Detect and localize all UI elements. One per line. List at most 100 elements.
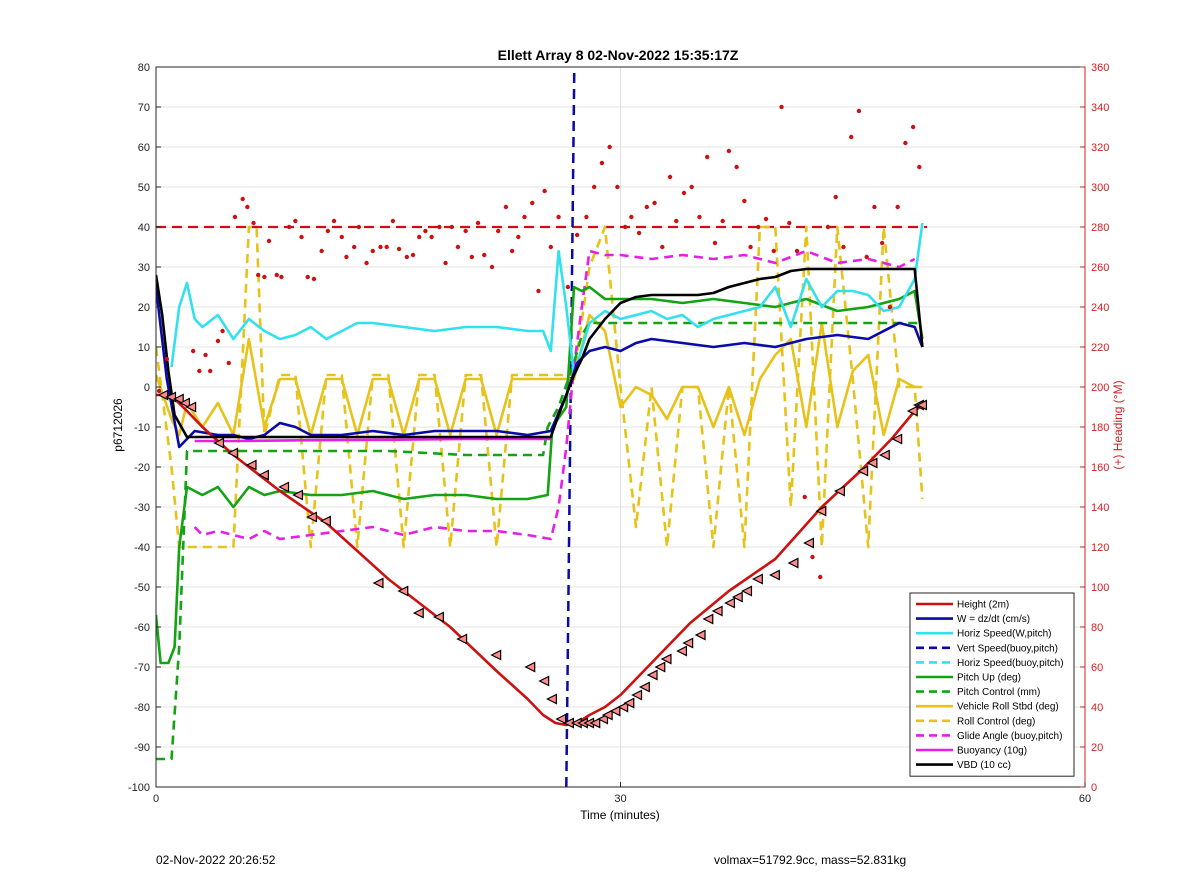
triangle-marker: [617, 701, 629, 713]
y-tick-label: 50: [138, 182, 150, 194]
heading-point: [429, 234, 434, 240]
heading-point: [370, 248, 375, 254]
heading-point: [190, 348, 196, 354]
y2-tick-label: 200: [1091, 382, 1109, 394]
y-tick-label: 60: [138, 142, 150, 154]
y-tick-label: -70: [134, 662, 150, 674]
heading-point: [522, 214, 527, 220]
heading-point: [599, 160, 605, 166]
heading-point: [574, 232, 580, 238]
heading-point: [856, 108, 862, 114]
heading-point: [548, 244, 554, 250]
triangle-marker: [857, 465, 869, 477]
heading-point: [629, 214, 634, 220]
triangle-marker: [741, 585, 753, 597]
triangle-marker: [682, 637, 694, 649]
heading-point: [794, 248, 800, 254]
footer-timestamp: 02-Nov-2022 20:26:52: [156, 853, 276, 867]
triangle-marker: [319, 515, 331, 527]
heading-point: [879, 240, 885, 246]
legend-entry-label: Horiz Speed(W,pitch): [957, 629, 1051, 640]
legend-entry-label: VBD (10 cc): [957, 760, 1011, 771]
series-line-w-dz-dt-cm-s: [156, 286, 924, 449]
y-tick-label: -40: [134, 542, 150, 554]
y-tick-label: -100: [128, 782, 150, 794]
triangle-marker: [597, 713, 609, 725]
y-axis-label: p6712026: [111, 398, 125, 452]
heading-point: [771, 248, 776, 254]
triangle-marker: [538, 675, 550, 687]
heading-point: [622, 224, 628, 230]
footer-volmax-mass: volmax=51792.9cc, mass=52.831kg: [714, 853, 907, 867]
heading-point: [712, 240, 718, 246]
heading-point: [364, 260, 369, 266]
y2-tick-label: 280: [1091, 222, 1109, 234]
heading-point: [351, 244, 357, 250]
heading-point: [705, 154, 710, 160]
heading-point: [887, 304, 893, 310]
heading-point: [495, 228, 501, 234]
heading-point: [463, 228, 468, 234]
y2-tick-label: 20: [1091, 742, 1103, 754]
y2-tick-label: 80: [1091, 622, 1103, 634]
y2-tick-label: 40: [1091, 702, 1103, 714]
triangle-marker: [631, 689, 643, 701]
heading-point: [164, 356, 170, 362]
series-line-vbd-10-cc: [156, 267, 924, 439]
y-tick-label: -60: [134, 622, 150, 634]
x-tick-label: 30: [614, 793, 626, 805]
y-tick-label: 30: [138, 262, 150, 274]
triangle-marker: [711, 605, 723, 617]
heading-point: [748, 244, 753, 250]
y-tick-label: 20: [138, 302, 150, 314]
y2-tick-label: 140: [1091, 502, 1109, 514]
y2-tick-label: 260: [1091, 262, 1109, 274]
triangle-marker: [306, 511, 317, 523]
heading-point: [255, 272, 261, 278]
series-line-glide-angle-buoy-pitch: [193, 249, 916, 541]
heading-point: [818, 574, 823, 580]
triangle-marker: [906, 405, 918, 417]
triangle-marker: [803, 537, 814, 549]
triangle-marker: [412, 607, 424, 619]
axes: -100-90-80-70-60-50-40-30-20-10010203040…: [128, 62, 1109, 805]
triangle-marker: [768, 569, 780, 581]
triangle-marker: [815, 505, 827, 517]
legend-entry-label: W = dz/dt (cm/s): [957, 614, 1030, 625]
heading-point: [849, 134, 854, 140]
triangle-marker: [397, 585, 409, 597]
heading-point: [810, 554, 815, 560]
triangle-marker: [555, 713, 567, 725]
heading-point: [378, 244, 383, 250]
heading-point: [660, 244, 665, 250]
heading-point: [344, 254, 349, 260]
heading-point: [469, 254, 475, 260]
heading-point: [787, 220, 792, 226]
heading-point: [319, 248, 324, 254]
legend-entry-label: Vert Speed(buoy,pitch): [957, 643, 1058, 654]
triangle-marker: [609, 705, 621, 717]
heading-point: [763, 216, 769, 222]
series-line-horiz-speed-w-pitch: [170, 222, 924, 377]
y2-tick-label: 320: [1091, 142, 1109, 154]
triangle-marker: [589, 717, 601, 729]
heading-point: [615, 184, 620, 190]
heading-point: [503, 204, 509, 210]
heading-point: [482, 252, 487, 258]
triangle-marker: [490, 649, 502, 661]
x-tick-label: 60: [1079, 793, 1091, 805]
triangle-marker: [916, 399, 928, 411]
triangle-marker: [179, 397, 191, 409]
y-tick-label: 40: [138, 222, 150, 234]
heading-point: [266, 238, 272, 244]
heading-point: [864, 254, 869, 260]
heading-point: [396, 246, 402, 252]
heading-point: [636, 230, 642, 236]
heading-point: [697, 214, 702, 220]
triangle-marker: [676, 645, 688, 657]
y2-tick-label: 120: [1091, 542, 1109, 554]
heading-point: [305, 274, 310, 280]
triangle-marker: [787, 557, 799, 569]
heading-point: [536, 288, 541, 294]
